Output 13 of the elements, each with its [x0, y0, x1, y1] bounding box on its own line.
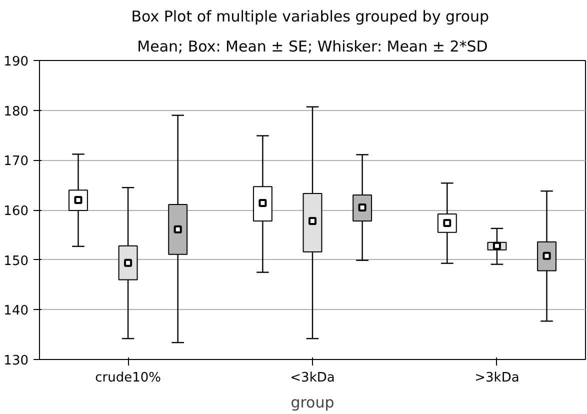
y-tick-label: 140 [4, 304, 29, 319]
y-tick-label: 190 [4, 54, 29, 70]
x-tick-label: >3kDa [474, 370, 520, 386]
y-tick-label: 160 [4, 204, 29, 219]
chart-subtitle: Mean; Box: Mean ± SE; Whisker: Mean ± 2*SD [137, 38, 488, 56]
y-tick-label: 170 [4, 154, 29, 170]
x-tick-label: <3kDa [290, 370, 335, 386]
y-tick-label: 180 [4, 104, 29, 120]
x-axis-title: group [290, 394, 334, 412]
y-tick-label: 150 [4, 254, 29, 269]
y-tick-label: 130 [4, 354, 29, 368]
chart-title: Box Plot of multiple variables grouped by group [131, 8, 490, 26]
x-tick-label: crude10% [95, 370, 161, 386]
